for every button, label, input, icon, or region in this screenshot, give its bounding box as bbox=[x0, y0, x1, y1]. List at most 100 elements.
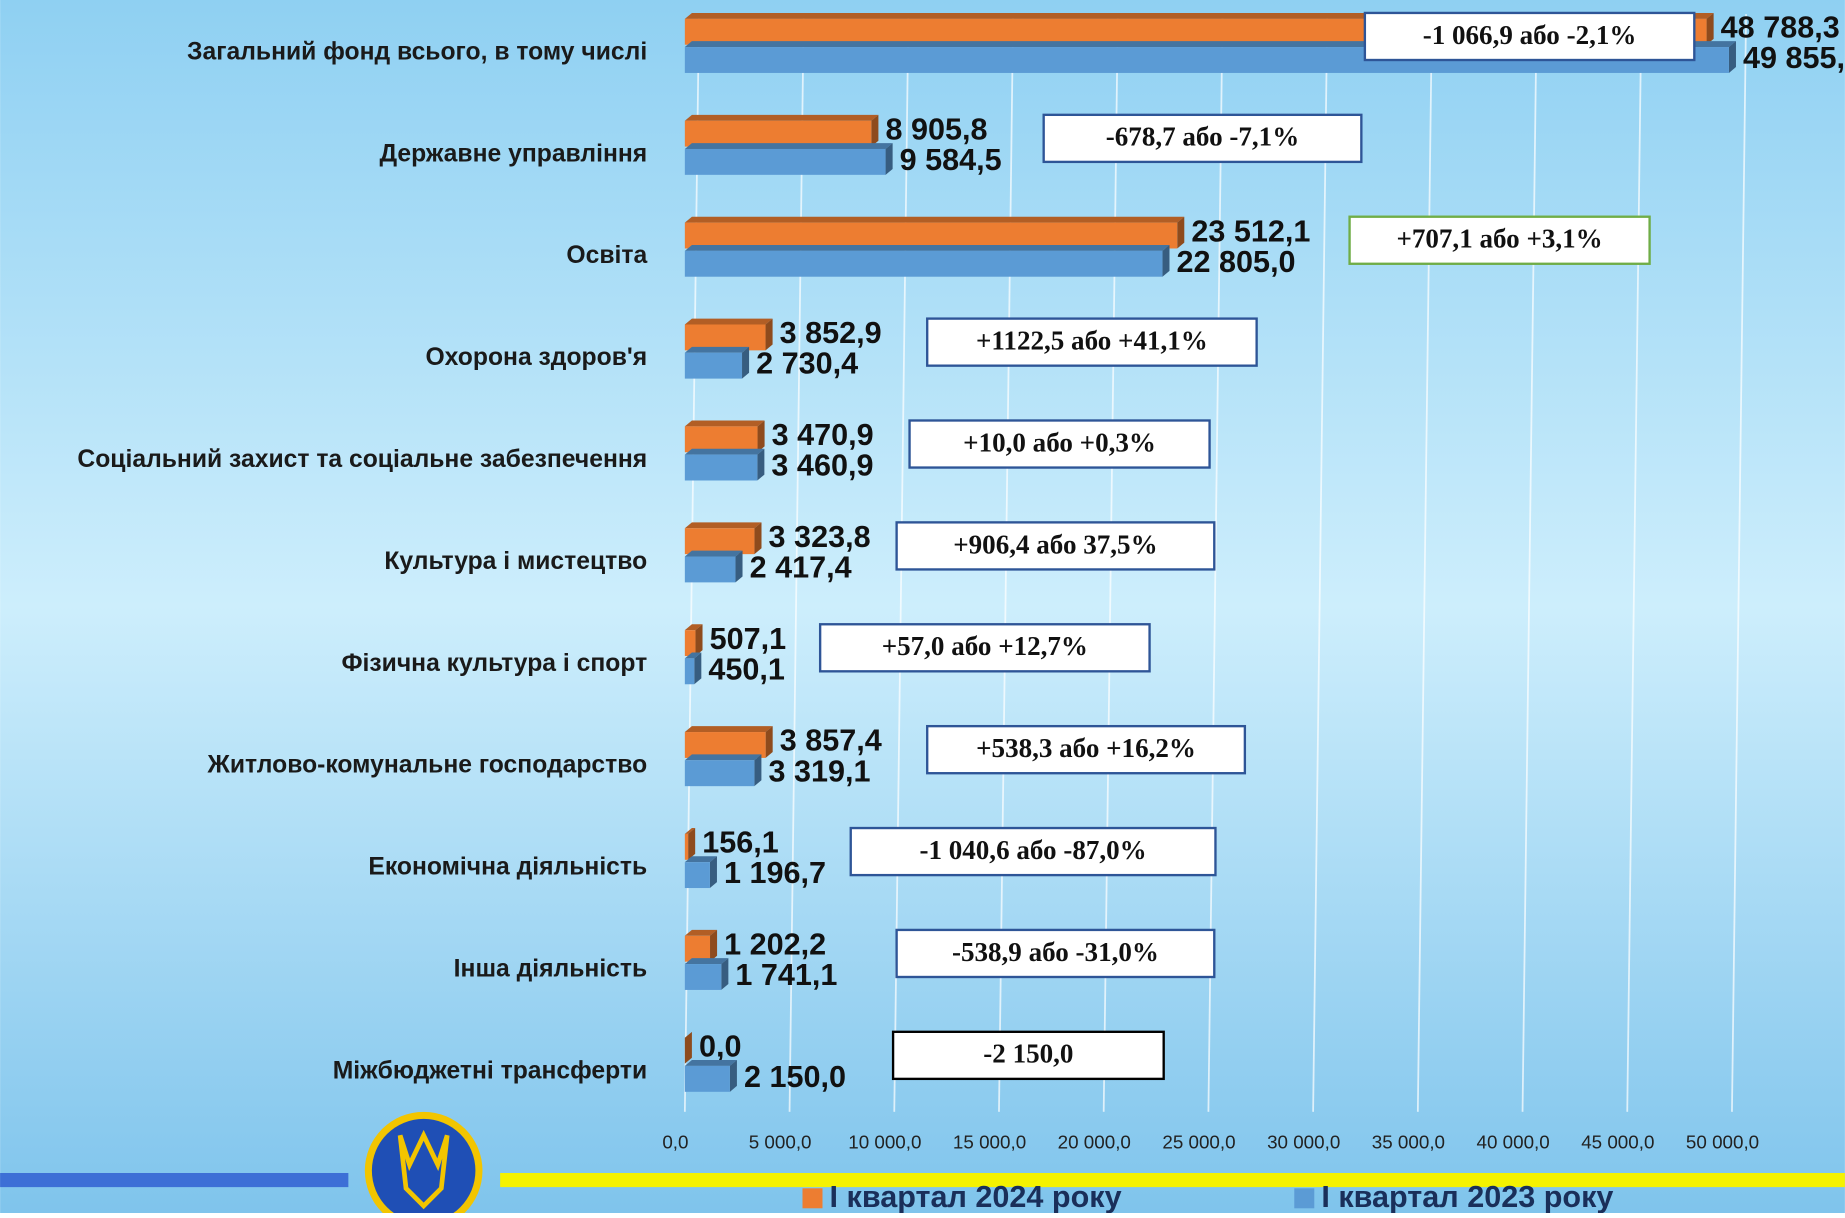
category-label: Загальний фонд всього, в тому числі bbox=[187, 38, 647, 65]
bar bbox=[684, 652, 702, 685]
x-tick-label: 30 000,0 bbox=[1267, 1132, 1340, 1153]
x-tick-label: 10 000,0 bbox=[848, 1132, 921, 1153]
value-label: 2 730,4 bbox=[756, 347, 858, 381]
bar bbox=[684, 958, 729, 990]
value-label: 23 512,1 bbox=[1191, 214, 1310, 248]
bar bbox=[684, 318, 773, 351]
value-label: 156,1 bbox=[702, 826, 779, 860]
bar bbox=[684, 726, 773, 758]
value-label: 3 460,9 bbox=[771, 449, 873, 483]
annotation: -2 150,0 bbox=[983, 1039, 1073, 1069]
value-label: 0,0 bbox=[699, 1029, 742, 1063]
bar bbox=[684, 244, 1170, 277]
annotation: -1 066,9 або -2,1% bbox=[1423, 20, 1637, 50]
grid-line bbox=[1731, 14, 1747, 1112]
bar bbox=[684, 754, 762, 787]
value-label: 22 805,0 bbox=[1177, 245, 1296, 279]
grid-line bbox=[788, 14, 805, 1112]
value-label: 8 905,8 bbox=[885, 112, 987, 146]
annotation: +906,4 або 37,5% bbox=[953, 529, 1157, 559]
bar bbox=[684, 929, 718, 962]
category-label: Інша діяльність bbox=[454, 955, 647, 982]
annotation-box bbox=[895, 928, 1216, 979]
value-label: 3 857,4 bbox=[780, 724, 882, 758]
x-tick-label: 0,0 bbox=[662, 1132, 688, 1153]
x-tick-label: 45 000,0 bbox=[1581, 1132, 1654, 1153]
annotation: -678,7 або -7,1% bbox=[1106, 122, 1299, 152]
value-label: 450,1 bbox=[708, 652, 785, 686]
category-label: Фізична культура і спорт bbox=[341, 650, 647, 677]
bar bbox=[684, 522, 762, 555]
legend-label: І квартал 2023 року bbox=[1321, 1180, 1613, 1213]
value-label: 49 855,2 bbox=[1743, 41, 1845, 75]
bar bbox=[684, 143, 893, 175]
value-label: 507,1 bbox=[710, 622, 787, 656]
legend-label: І квартал 2024 року bbox=[830, 1180, 1122, 1213]
bar bbox=[684, 346, 750, 379]
decor-bar bbox=[500, 1172, 1845, 1188]
bar bbox=[684, 624, 703, 657]
x-tick-label: 15 000,0 bbox=[953, 1132, 1026, 1153]
annotation: +10,0 або +0,3% bbox=[963, 427, 1156, 457]
annotation-box bbox=[926, 724, 1247, 775]
annotation-box bbox=[895, 521, 1216, 571]
x-tick-label: 50 000,0 bbox=[1686, 1132, 1759, 1153]
annotation-box bbox=[818, 623, 1151, 673]
x-tick-label: 5 000,0 bbox=[749, 1132, 812, 1153]
grid-line bbox=[1626, 14, 1643, 1112]
grid-line bbox=[1312, 14, 1329, 1112]
bar bbox=[684, 550, 743, 583]
value-label: 2 150,0 bbox=[744, 1060, 846, 1094]
value-label: 2 417,4 bbox=[750, 551, 852, 585]
annotation: +707,1 або +3,1% bbox=[1396, 224, 1602, 254]
grid-line bbox=[1416, 14, 1433, 1112]
legend-swatch bbox=[1294, 1188, 1315, 1209]
value-label: 1 196,7 bbox=[724, 856, 826, 890]
bar bbox=[684, 114, 879, 147]
annotation-box bbox=[1042, 113, 1363, 164]
annotation: -538,9 або -31,0% bbox=[952, 937, 1159, 967]
annotation-box bbox=[891, 1030, 1165, 1081]
decor-bar bbox=[0, 1172, 349, 1188]
annotation-box bbox=[849, 826, 1217, 877]
x-tick-label: 25 000,0 bbox=[1162, 1132, 1235, 1153]
annotation: -1 040,6 або -87,0% bbox=[919, 835, 1146, 865]
value-label: 1 741,1 bbox=[735, 958, 837, 992]
bar bbox=[684, 216, 1185, 249]
value-label: 3 470,9 bbox=[772, 418, 874, 452]
category-label: Охорона здоров'я bbox=[425, 344, 647, 371]
annotation: +1122,5 або +41,1% bbox=[976, 326, 1208, 356]
bar bbox=[684, 448, 765, 481]
annotation-box bbox=[908, 419, 1211, 469]
annotation-box bbox=[1363, 11, 1696, 62]
value-label: 48 788,3 bbox=[1721, 10, 1840, 44]
bar bbox=[684, 420, 765, 453]
value-label: 1 202,2 bbox=[724, 927, 826, 961]
x-tick-label: 40 000,0 bbox=[1476, 1132, 1549, 1153]
category-label: Соціальний захист та соціальне забезпече… bbox=[77, 446, 647, 473]
annotation-box bbox=[926, 317, 1258, 367]
annotation: +538,3 або +16,2% bbox=[976, 733, 1196, 763]
emblem bbox=[364, 1111, 483, 1218]
annotation-box bbox=[1348, 215, 1651, 265]
bar bbox=[684, 1060, 737, 1092]
category-label: Освіта bbox=[566, 242, 647, 269]
legend-swatch bbox=[802, 1188, 823, 1209]
grid-line bbox=[1521, 14, 1538, 1112]
bar bbox=[684, 1031, 692, 1064]
bar bbox=[684, 828, 696, 860]
annotation: +57,0 або +12,7% bbox=[882, 631, 1088, 661]
value-label: 9 584,5 bbox=[900, 143, 1002, 177]
category-label: Державне управління bbox=[380, 140, 648, 167]
category-label: Житлово-комунальне господарство bbox=[207, 752, 648, 779]
category-label: Культура і мистецтво bbox=[384, 548, 647, 575]
value-label: 3 852,9 bbox=[780, 316, 882, 350]
bar bbox=[684, 856, 717, 889]
value-label: 3 319,1 bbox=[768, 754, 870, 788]
x-tick-label: 35 000,0 bbox=[1372, 1132, 1445, 1153]
value-label: 3 323,8 bbox=[769, 520, 871, 554]
x-tick-label: 20 000,0 bbox=[1058, 1132, 1131, 1153]
category-label: Міжбюджетні трансферти bbox=[333, 1057, 647, 1084]
